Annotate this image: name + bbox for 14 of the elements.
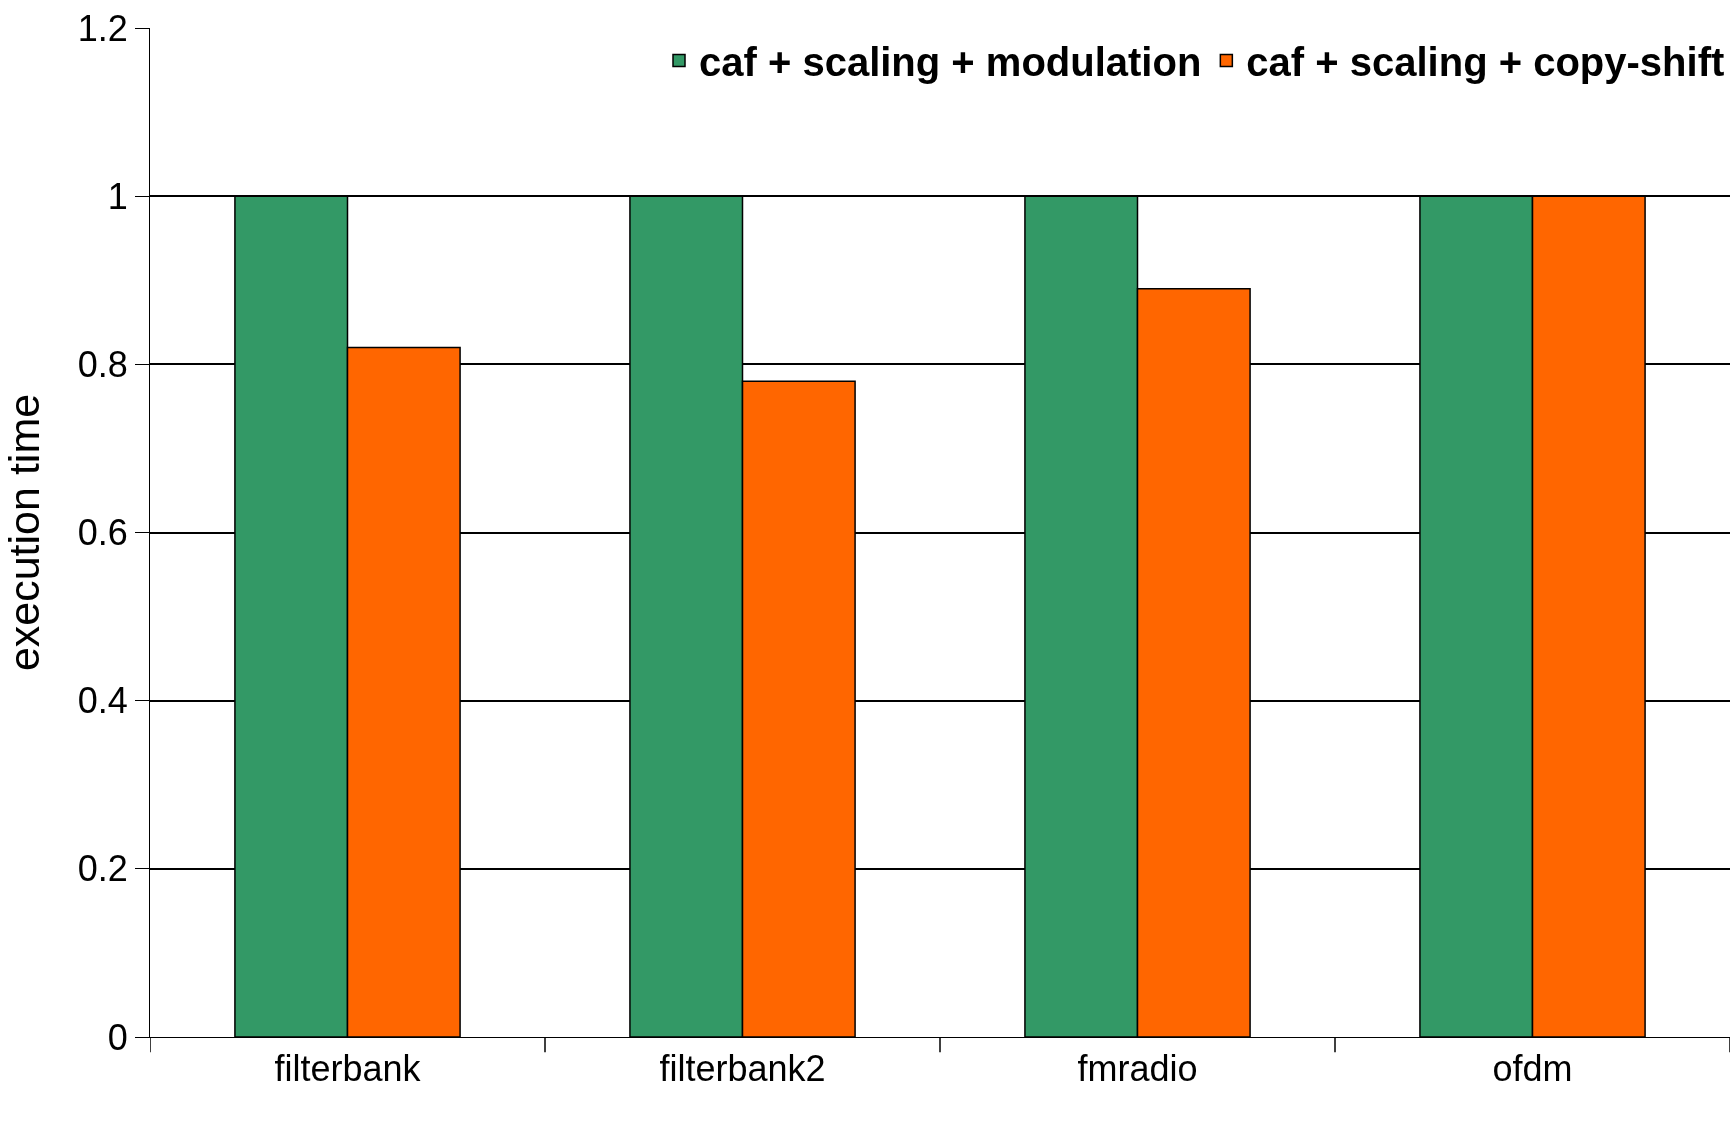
y-tick-label: 0.6 bbox=[77, 512, 128, 554]
x-tick-label: fmradio bbox=[1077, 1048, 1198, 1090]
legend-label: caf + scaling + modulation bbox=[699, 40, 1202, 85]
y-tick-label: 0.4 bbox=[77, 680, 128, 722]
x-tick-label: filterbank2 bbox=[659, 1048, 826, 1090]
y-tick-label: 0.8 bbox=[77, 343, 128, 385]
y-axis-title: execution time bbox=[0, 393, 48, 672]
legend-label: caf + scaling + copy-shift bbox=[1246, 40, 1725, 85]
x-tick-label: filterbank bbox=[274, 1048, 422, 1090]
y-tick-label: 0 bbox=[107, 1016, 128, 1058]
y-tick-label: 0.2 bbox=[77, 848, 128, 890]
y-tick-label: 1.2 bbox=[77, 7, 128, 49]
y-tick-label: 1 bbox=[107, 175, 128, 217]
x-tick-label: ofdm bbox=[1492, 1048, 1573, 1090]
